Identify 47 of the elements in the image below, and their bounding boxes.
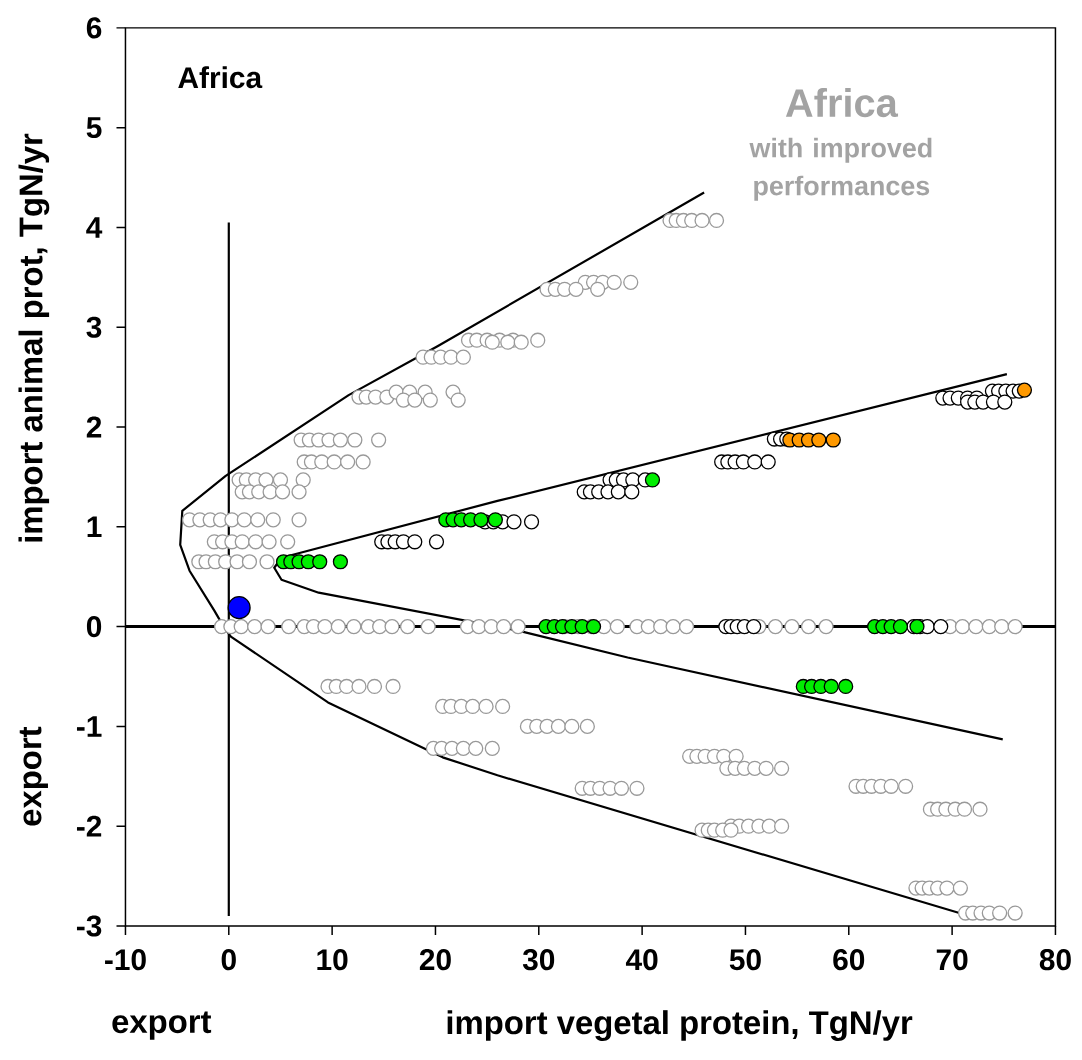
- point: [523, 514, 540, 530]
- point: [823, 678, 839, 694]
- x-tick-label: 70: [936, 948, 968, 971]
- point: [644, 472, 661, 488]
- point: [747, 454, 763, 470]
- point: [892, 618, 909, 635]
- y-tick-label: 4: [86, 216, 103, 238]
- point: [997, 394, 1013, 410]
- point: [1016, 382, 1033, 398]
- y-tick-label: 5: [86, 117, 102, 138]
- x-tick-label: 30: [522, 948, 555, 971]
- x-tick-label: 10: [317, 948, 348, 971]
- point: [825, 432, 841, 448]
- x-tick-label: 20: [419, 948, 451, 971]
- point: [838, 678, 854, 694]
- point: [933, 618, 949, 635]
- x-tick-label: 50: [729, 948, 761, 971]
- y-tick-label: 3: [86, 316, 102, 338]
- text: export: [19, 726, 48, 826]
- y-tick-label: 6: [86, 17, 102, 39]
- y-tick-label: -1: [76, 715, 102, 737]
- y-axis-title: import animal prot, TgN/yr: [18, 133, 50, 542]
- point: [746, 618, 762, 635]
- point: [610, 484, 626, 500]
- annotation: with improved performances: [749, 137, 932, 201]
- x-tick-label: 60: [833, 948, 865, 971]
- text: export: [112, 1011, 212, 1040]
- y-tick-label: -2: [76, 815, 102, 837]
- x-tick-label: 80: [1039, 948, 1071, 971]
- point: [428, 533, 445, 550]
- point: [811, 432, 827, 448]
- y-tick-label: 0: [86, 615, 102, 637]
- annotation: Africa: [785, 87, 899, 117]
- x-tick-label: -10: [105, 948, 146, 971]
- text: Africa: [178, 66, 263, 89]
- x-tick-label: 40: [625, 948, 658, 971]
- x-axis-title: import vegetal protein, TgN/yr: [447, 1009, 913, 1041]
- y-tick-label: 2: [86, 416, 102, 438]
- point: [407, 533, 423, 550]
- point: [506, 514, 522, 530]
- point: [760, 454, 776, 470]
- point: [332, 553, 349, 570]
- point: [624, 484, 640, 500]
- y-tick-label: -3: [76, 915, 102, 937]
- x-tick-label: 0: [221, 948, 236, 971]
- y-tick-label: 1: [87, 516, 102, 537]
- point: [312, 553, 328, 570]
